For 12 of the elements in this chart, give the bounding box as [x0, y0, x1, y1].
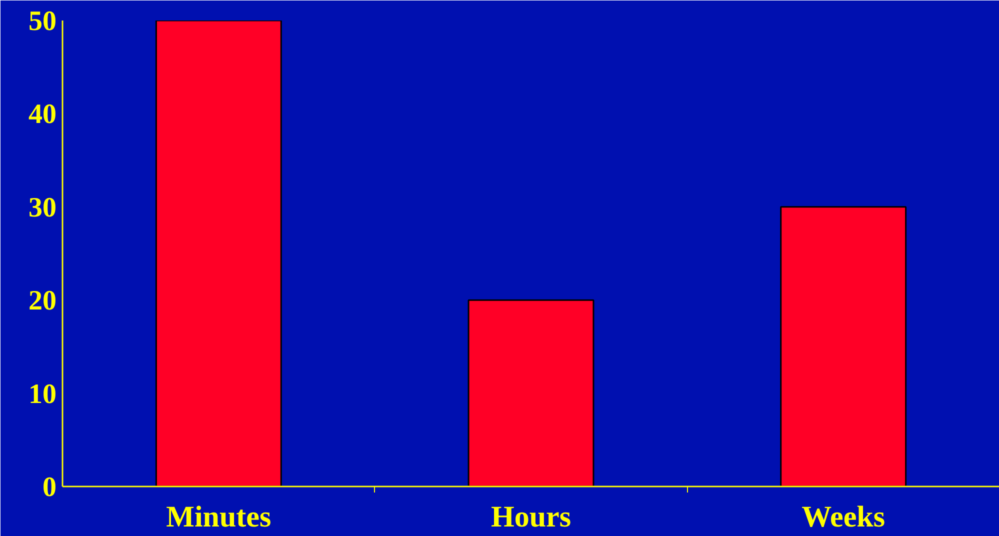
y-tick-label: 50 — [28, 6, 56, 37]
x-tick-label: Minutes — [166, 500, 272, 534]
y-tick-label: 20 — [28, 286, 56, 317]
bar — [468, 299, 594, 486]
bar — [155, 20, 282, 486]
y-tick-label: 0 — [42, 472, 56, 503]
y-tick-label: 40 — [28, 99, 56, 130]
bar — [780, 206, 907, 486]
x-tick-label: Weeks — [802, 500, 886, 534]
y-tick-label: 30 — [28, 192, 56, 224]
y-tick-label: 10 — [28, 378, 56, 410]
x-tick-label: Hours — [490, 500, 572, 534]
